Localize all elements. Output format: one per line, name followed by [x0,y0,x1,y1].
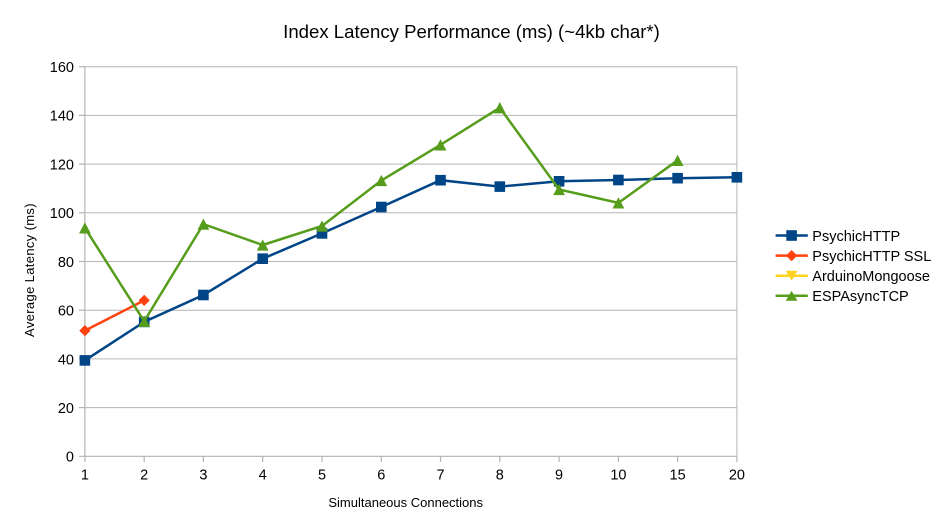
svg-text:2: 2 [140,468,148,484]
svg-text:120: 120 [50,157,74,173]
svg-text:7: 7 [436,468,444,484]
svg-text:Simultaneous Connections: Simultaneous Connections [328,495,483,510]
svg-text:8: 8 [496,468,504,484]
svg-text:3: 3 [199,468,207,484]
svg-text:160: 160 [50,60,74,76]
svg-text:9: 9 [555,468,563,484]
svg-text:1: 1 [81,468,89,484]
svg-text:6: 6 [377,468,385,484]
svg-text:PsychicHTTP: PsychicHTTP [812,229,900,245]
svg-text:100: 100 [50,206,74,222]
svg-text:PsychicHTTP SSL: PsychicHTTP SSL [812,249,931,265]
svg-text:0: 0 [66,450,74,466]
svg-text:80: 80 [58,255,74,271]
svg-text:10: 10 [610,468,626,484]
svg-text:60: 60 [58,304,74,320]
svg-text:20: 20 [729,468,745,484]
svg-text:5: 5 [318,468,326,484]
svg-text:ESPAsyncTCP: ESPAsyncTCP [812,289,908,305]
svg-text:15: 15 [670,468,686,484]
svg-text:ArduinoMongoose: ArduinoMongoose [812,269,930,285]
svg-text:40: 40 [58,352,74,368]
svg-text:4: 4 [259,468,267,484]
svg-text:Index Latency Performance (ms): Index Latency Performance (ms) (~4kb cha… [283,21,660,42]
svg-text:Average Latency (ms): Average Latency (ms) [22,203,37,337]
svg-text:20: 20 [58,401,74,417]
svg-text:140: 140 [50,109,74,125]
